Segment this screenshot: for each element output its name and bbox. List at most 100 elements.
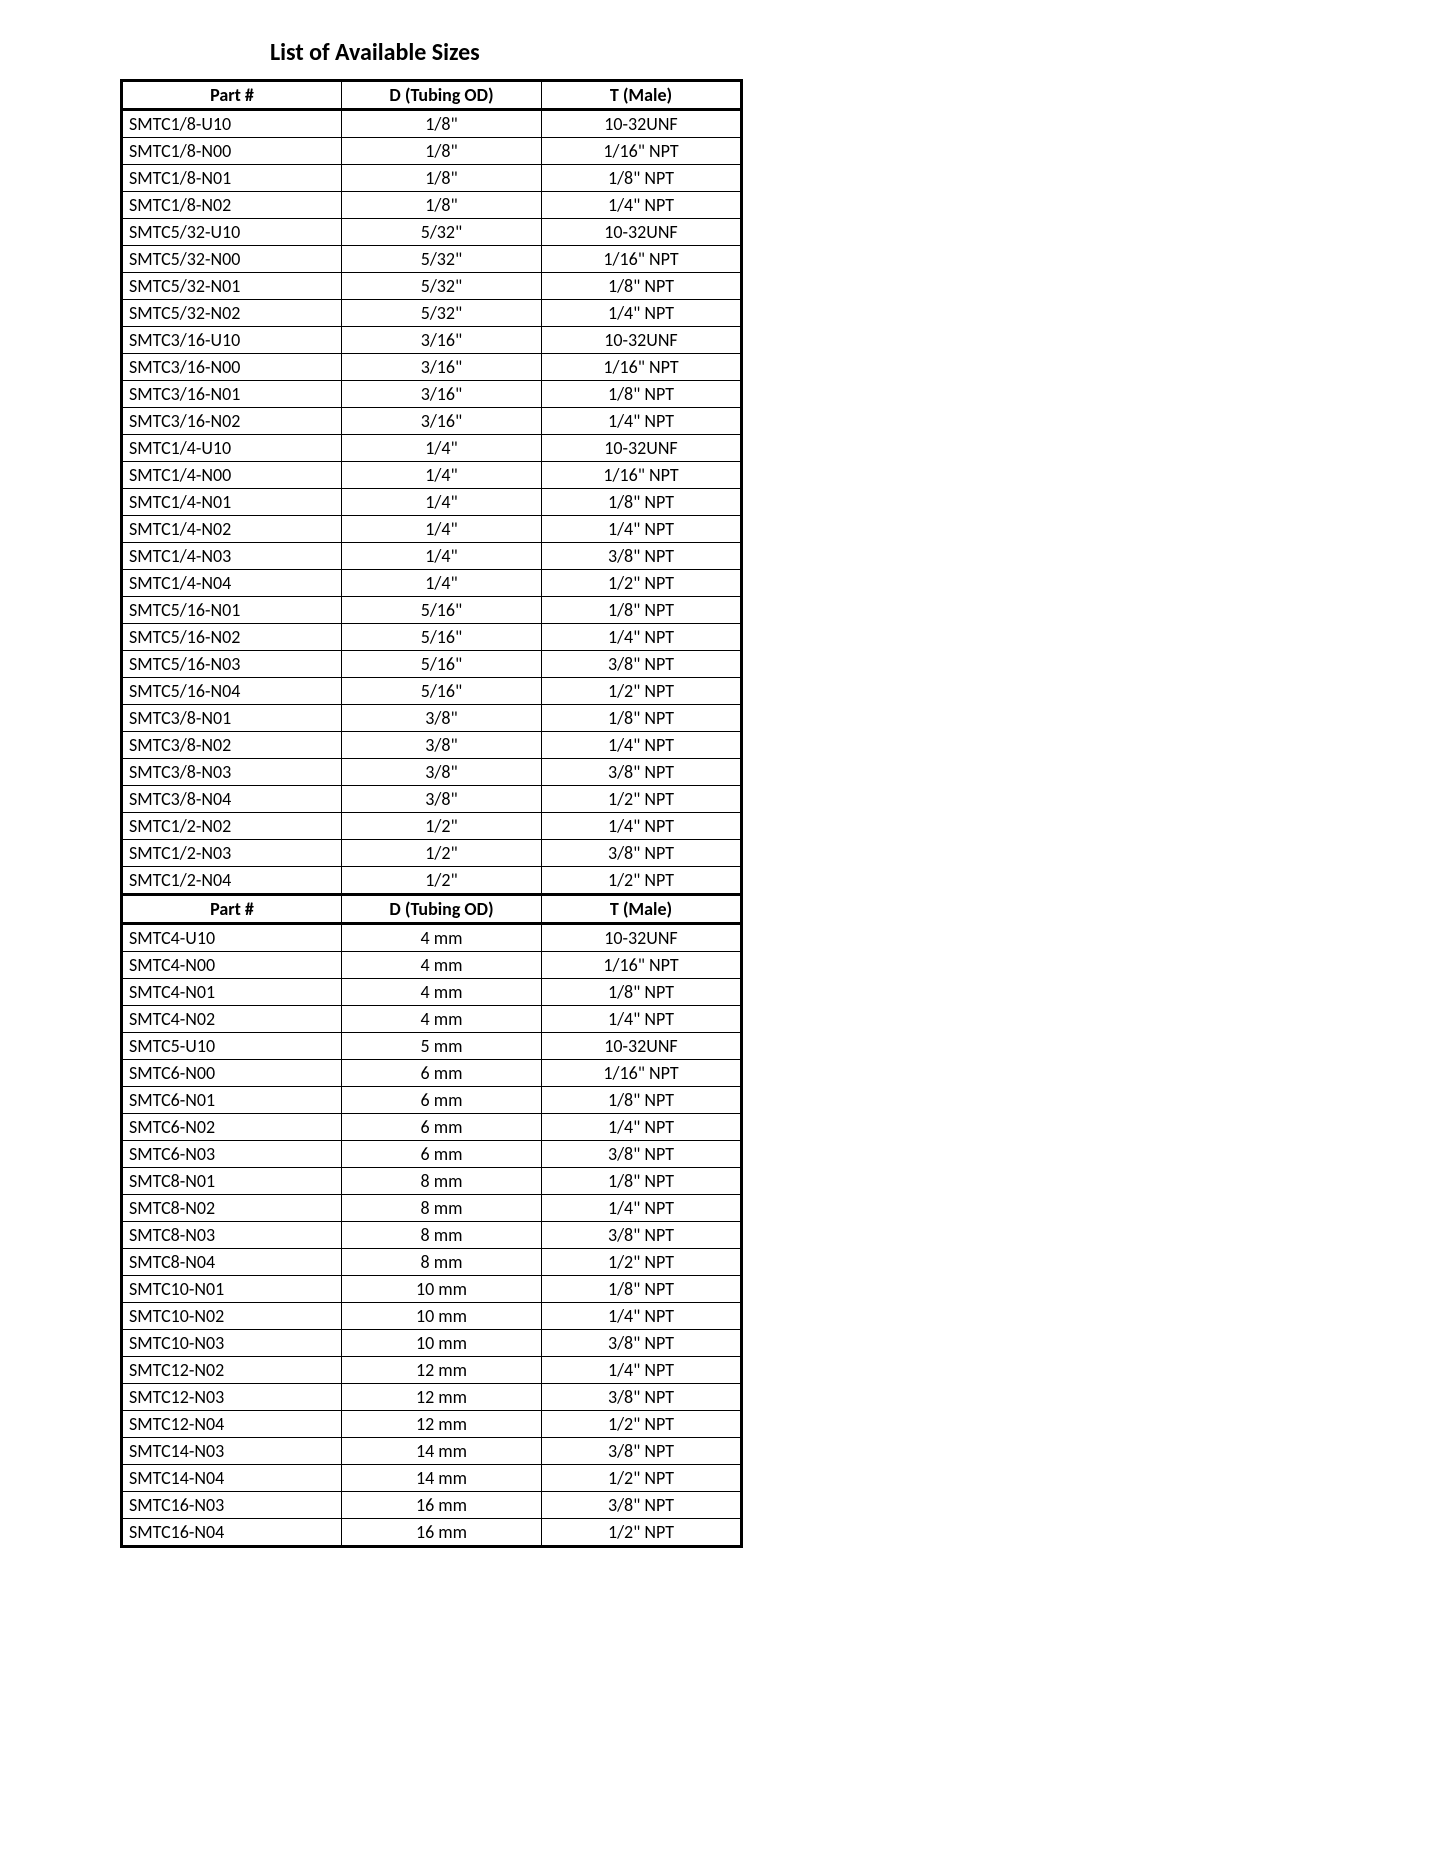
table-row: SMTC1/2-N031/2"3/8" NPT (122, 840, 742, 867)
thread-cell: 1/2" NPT (542, 786, 742, 813)
table-row: SMTC8-N028 mm1/4" NPT (122, 1195, 742, 1222)
thread-cell: 1/4" NPT (542, 813, 742, 840)
part-number-cell: SMTC5/16-N02 (122, 624, 342, 651)
table-row: SMTC1/4-U101/4"10-32UNF (122, 435, 742, 462)
table-row: SMTC1/8-N001/8"1/16" NPT (122, 138, 742, 165)
column-header: D (Tubing OD) (342, 895, 542, 924)
table-row: SMTC4-N014 mm1/8" NPT (122, 979, 742, 1006)
table-row: SMTC6-N006 mm1/16" NPT (122, 1060, 742, 1087)
tubing-od-cell: 1/8" (342, 110, 542, 138)
part-number-cell: SMTC12-N04 (122, 1411, 342, 1438)
thread-cell: 1/8" NPT (542, 597, 742, 624)
table-row: SMTC5-U105 mm10-32UNF (122, 1033, 742, 1060)
tubing-od-cell: 8 mm (342, 1168, 542, 1195)
thread-cell: 3/8" NPT (542, 1438, 742, 1465)
part-number-cell: SMTC3/8-N02 (122, 732, 342, 759)
table-row: SMTC1/8-U101/8"10-32UNF (122, 110, 742, 138)
part-number-cell: SMTC5/32-N01 (122, 273, 342, 300)
part-number-cell: SMTC1/4-N04 (122, 570, 342, 597)
part-number-cell: SMTC12-N03 (122, 1384, 342, 1411)
tubing-od-cell: 5/16" (342, 651, 542, 678)
tubing-od-cell: 3/8" (342, 732, 542, 759)
tubing-od-cell: 12 mm (342, 1384, 542, 1411)
part-number-cell: SMTC6-N00 (122, 1060, 342, 1087)
table-row: SMTC14-N0414 mm1/2" NPT (122, 1465, 742, 1492)
table-row: SMTC4-U104 mm10-32UNF (122, 924, 742, 952)
tubing-od-cell: 10 mm (342, 1276, 542, 1303)
table-row: SMTC3/8-N033/8"3/8" NPT (122, 759, 742, 786)
thread-cell: 1/16" NPT (542, 462, 742, 489)
part-number-cell: SMTC3/8-N01 (122, 705, 342, 732)
part-number-cell: SMTC5/32-N00 (122, 246, 342, 273)
tubing-od-cell: 12 mm (342, 1357, 542, 1384)
part-number-cell: SMTC4-N01 (122, 979, 342, 1006)
tubing-od-cell: 12 mm (342, 1411, 542, 1438)
thread-cell: 1/4" NPT (542, 1114, 742, 1141)
column-header: Part # (122, 81, 342, 110)
table-row: SMTC1/8-N021/8"1/4" NPT (122, 192, 742, 219)
part-number-cell: SMTC10-N03 (122, 1330, 342, 1357)
thread-cell: 1/16" NPT (542, 354, 742, 381)
table-row: SMTC12-N0312 mm3/8" NPT (122, 1384, 742, 1411)
table-row: SMTC16-N0416 mm1/2" NPT (122, 1519, 742, 1547)
part-number-cell: SMTC3/16-N02 (122, 408, 342, 435)
tubing-od-cell: 10 mm (342, 1303, 542, 1330)
table-row: SMTC6-N026 mm1/4" NPT (122, 1114, 742, 1141)
table-row: SMTC5/16-N025/16"1/4" NPT (122, 624, 742, 651)
thread-cell: 1/16" NPT (542, 138, 742, 165)
thread-cell: 1/2" NPT (542, 1411, 742, 1438)
part-number-cell: SMTC1/4-N00 (122, 462, 342, 489)
tubing-od-cell: 5/16" (342, 597, 542, 624)
thread-cell: 3/8" NPT (542, 1141, 742, 1168)
column-header: T (Male) (542, 81, 742, 110)
tubing-od-cell: 14 mm (342, 1465, 542, 1492)
tubing-od-cell: 6 mm (342, 1141, 542, 1168)
table-row: SMTC3/16-N013/16"1/8" NPT (122, 381, 742, 408)
table-row: SMTC3/8-N043/8"1/2" NPT (122, 786, 742, 813)
table-header-row: Part #D (Tubing OD)T (Male) (122, 895, 742, 924)
tubing-od-cell: 3/8" (342, 759, 542, 786)
part-number-cell: SMTC3/8-N03 (122, 759, 342, 786)
thread-cell: 3/8" NPT (542, 759, 742, 786)
thread-cell: 1/4" NPT (542, 408, 742, 435)
part-number-cell: SMTC1/8-N00 (122, 138, 342, 165)
part-number-cell: SMTC1/2-N02 (122, 813, 342, 840)
thread-cell: 1/4" NPT (542, 192, 742, 219)
thread-cell: 1/2" NPT (542, 1519, 742, 1547)
tubing-od-cell: 1/8" (342, 192, 542, 219)
table-row: SMTC6-N036 mm3/8" NPT (122, 1141, 742, 1168)
thread-cell: 1/8" NPT (542, 705, 742, 732)
table-row: SMTC5/32-N015/32"1/8" NPT (122, 273, 742, 300)
thread-cell: 1/4" NPT (542, 516, 742, 543)
thread-cell: 3/8" NPT (542, 543, 742, 570)
tubing-od-cell: 8 mm (342, 1249, 542, 1276)
table-row: SMTC1/2-N021/2"1/4" NPT (122, 813, 742, 840)
tubing-od-cell: 3/16" (342, 327, 542, 354)
part-number-cell: SMTC14-N03 (122, 1438, 342, 1465)
tubing-od-cell: 8 mm (342, 1195, 542, 1222)
table-row: SMTC3/16-N003/16"1/16" NPT (122, 354, 742, 381)
sizes-table-body: Part #D (Tubing OD)T (Male)SMTC1/8-U101/… (122, 81, 742, 1547)
thread-cell: 3/8" NPT (542, 1222, 742, 1249)
table-row: SMTC1/4-N041/4"1/2" NPT (122, 570, 742, 597)
thread-cell: 1/4" NPT (542, 300, 742, 327)
part-number-cell: SMTC3/16-U10 (122, 327, 342, 354)
table-row: SMTC1/4-N031/4"3/8" NPT (122, 543, 742, 570)
table-row: SMTC3/16-U103/16"10-32UNF (122, 327, 742, 354)
tubing-od-cell: 5/32" (342, 273, 542, 300)
tubing-od-cell: 4 mm (342, 979, 542, 1006)
part-number-cell: SMTC5-U10 (122, 1033, 342, 1060)
part-number-cell: SMTC14-N04 (122, 1465, 342, 1492)
table-row: SMTC16-N0316 mm3/8" NPT (122, 1492, 742, 1519)
table-row: SMTC3/8-N023/8"1/4" NPT (122, 732, 742, 759)
tubing-od-cell: 4 mm (342, 1006, 542, 1033)
part-number-cell: SMTC5/16-N01 (122, 597, 342, 624)
part-number-cell: SMTC1/8-N02 (122, 192, 342, 219)
tubing-od-cell: 16 mm (342, 1519, 542, 1547)
part-number-cell: SMTC1/8-U10 (122, 110, 342, 138)
table-row: SMTC1/4-N011/4"1/8" NPT (122, 489, 742, 516)
thread-cell: 10-32UNF (542, 1033, 742, 1060)
table-row: SMTC12-N0412 mm1/2" NPT (122, 1411, 742, 1438)
tubing-od-cell: 1/4" (342, 489, 542, 516)
tubing-od-cell: 3/16" (342, 354, 542, 381)
